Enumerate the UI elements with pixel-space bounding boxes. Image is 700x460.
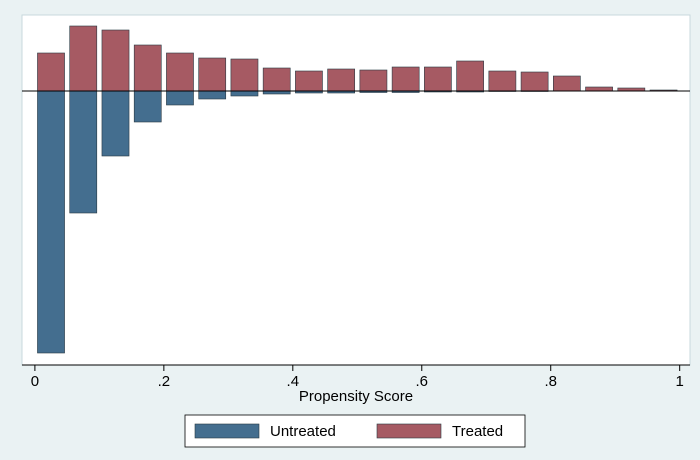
bar	[327, 68, 356, 92]
bar	[133, 44, 162, 92]
x-axis-title: Propensity Score	[299, 388, 413, 405]
bar	[133, 90, 162, 123]
plot-area	[21, 14, 691, 366]
bar	[37, 52, 65, 92]
x-tick-label: .2	[158, 373, 171, 390]
bar	[101, 29, 130, 92]
bar	[391, 66, 420, 92]
legend-swatch	[376, 423, 442, 439]
legend-label: Untreated	[270, 423, 336, 440]
bar	[101, 90, 130, 157]
x-tick-label: 0	[31, 373, 39, 390]
x-tick-label: 1	[676, 373, 684, 390]
bar	[359, 69, 388, 92]
legend-swatch	[194, 423, 260, 439]
bar	[37, 90, 65, 354]
bar	[456, 60, 484, 92]
bar	[230, 90, 259, 97]
bar	[69, 25, 98, 92]
bar	[262, 67, 291, 92]
bar	[230, 58, 259, 92]
bar	[166, 52, 194, 92]
legend-label: Treated	[452, 423, 503, 440]
bar	[424, 66, 452, 92]
bar	[585, 86, 613, 92]
bar	[553, 75, 581, 92]
bar	[166, 90, 194, 106]
x-tick-label: .6	[416, 373, 429, 390]
bar	[488, 70, 517, 92]
x-tick-label: .8	[544, 373, 557, 390]
bar	[198, 57, 227, 92]
x-tick-label: .4	[287, 373, 300, 390]
bar	[69, 90, 98, 214]
bar	[295, 70, 323, 92]
bar	[198, 90, 227, 100]
bar	[520, 71, 549, 92]
